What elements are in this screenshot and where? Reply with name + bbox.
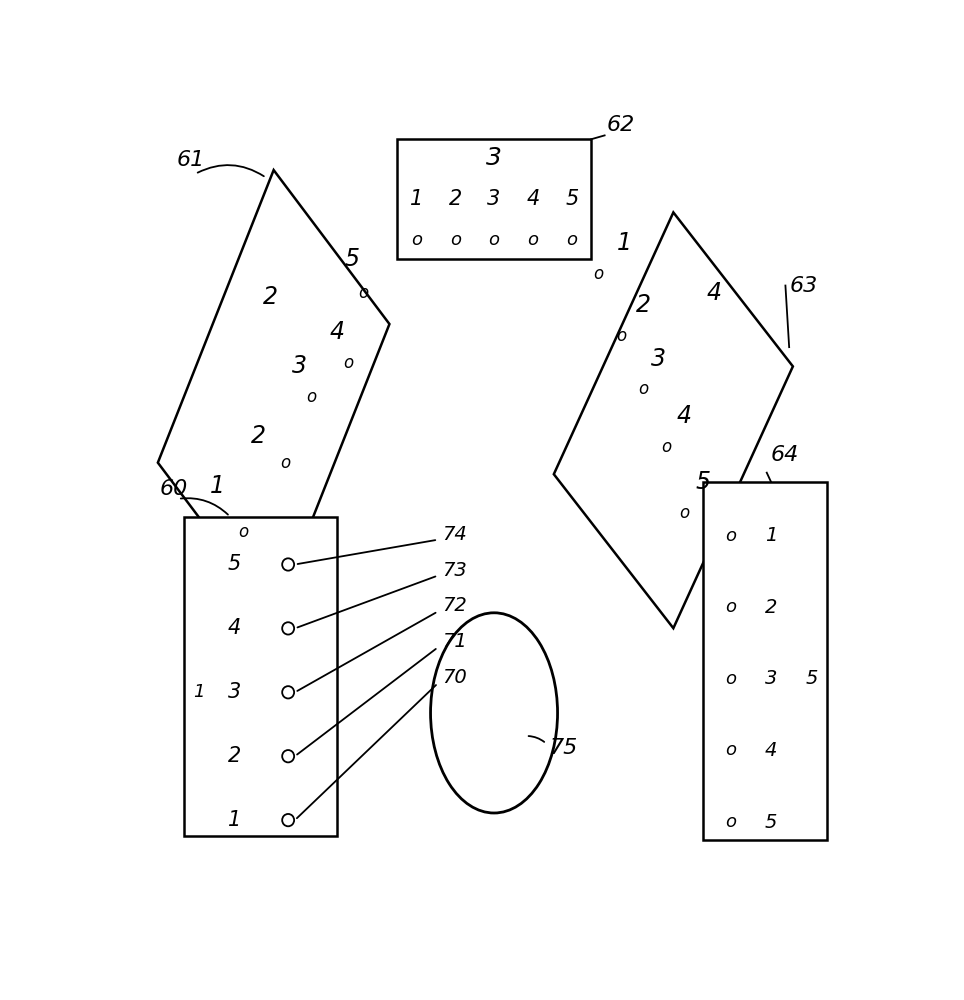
Text: 5: 5 xyxy=(806,669,817,688)
Text: 60: 60 xyxy=(159,479,188,499)
Text: 75: 75 xyxy=(550,738,578,758)
Text: o: o xyxy=(594,265,603,283)
Text: 2: 2 xyxy=(448,189,462,209)
Text: 63: 63 xyxy=(790,276,817,296)
Text: 4: 4 xyxy=(330,320,345,344)
Text: o: o xyxy=(616,327,627,345)
Text: o: o xyxy=(343,354,354,372)
Text: o: o xyxy=(449,231,461,249)
Text: o: o xyxy=(725,813,736,831)
Text: 3: 3 xyxy=(486,146,502,170)
Text: 61: 61 xyxy=(176,150,204,170)
Text: 1: 1 xyxy=(617,231,632,255)
Text: o: o xyxy=(527,231,539,249)
Bar xyxy=(184,517,337,836)
Text: o: o xyxy=(725,670,736,688)
Text: o: o xyxy=(680,504,689,522)
Text: 73: 73 xyxy=(442,561,467,580)
Text: 5: 5 xyxy=(764,813,777,832)
Text: 72: 72 xyxy=(442,596,467,615)
Text: 5: 5 xyxy=(344,247,360,271)
Text: o: o xyxy=(638,380,649,398)
Text: 1: 1 xyxy=(210,474,226,498)
Polygon shape xyxy=(553,212,792,628)
Text: 5: 5 xyxy=(696,470,710,494)
Text: 5: 5 xyxy=(565,189,578,209)
Text: 5: 5 xyxy=(228,554,241,574)
Text: 4: 4 xyxy=(764,741,777,760)
Text: 1: 1 xyxy=(228,810,241,830)
Text: 3: 3 xyxy=(292,354,308,378)
Text: 2: 2 xyxy=(252,424,266,448)
Ellipse shape xyxy=(431,613,557,813)
Text: 4: 4 xyxy=(228,618,241,638)
Text: o: o xyxy=(411,231,422,249)
Text: 70: 70 xyxy=(442,668,467,687)
Text: o: o xyxy=(280,454,290,472)
Text: o: o xyxy=(566,231,577,249)
Text: 3: 3 xyxy=(228,682,241,702)
Text: 3: 3 xyxy=(764,669,777,688)
Text: o: o xyxy=(306,388,316,406)
Text: o: o xyxy=(725,598,736,616)
Text: o: o xyxy=(489,231,499,249)
Text: 2: 2 xyxy=(764,598,777,617)
Text: o: o xyxy=(725,741,736,759)
Text: 1: 1 xyxy=(764,526,777,545)
Text: o: o xyxy=(359,284,368,302)
Text: 4: 4 xyxy=(677,404,692,428)
Text: 74: 74 xyxy=(442,525,467,544)
Text: 1: 1 xyxy=(193,683,204,701)
Text: 64: 64 xyxy=(770,445,799,465)
Polygon shape xyxy=(158,170,389,617)
Text: 2: 2 xyxy=(636,293,651,317)
Text: 2: 2 xyxy=(228,746,241,766)
Text: 4: 4 xyxy=(707,281,722,305)
Text: 2: 2 xyxy=(262,285,278,309)
Text: o: o xyxy=(725,527,736,545)
Text: 3: 3 xyxy=(488,189,500,209)
Text: o: o xyxy=(660,438,671,456)
Text: 1: 1 xyxy=(410,189,423,209)
Text: 62: 62 xyxy=(606,115,634,135)
Text: 3: 3 xyxy=(651,347,666,371)
Bar xyxy=(704,482,826,840)
Text: 4: 4 xyxy=(526,189,540,209)
Text: 71: 71 xyxy=(442,632,467,651)
Text: o: o xyxy=(239,523,249,541)
Bar xyxy=(397,139,591,259)
